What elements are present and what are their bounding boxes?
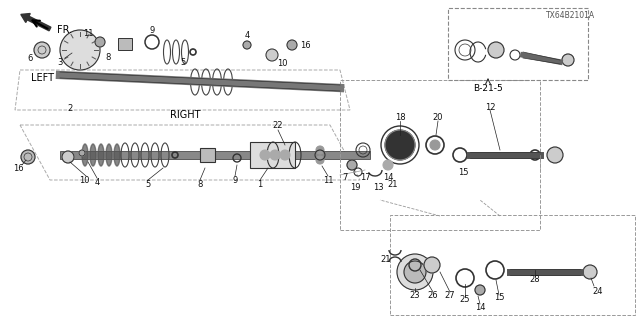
Text: 23: 23 (410, 291, 420, 300)
Circle shape (266, 49, 278, 61)
Bar (118, 38, 132, 50)
Text: 17: 17 (360, 172, 371, 181)
Text: 3: 3 (58, 58, 63, 67)
Text: 19: 19 (349, 182, 360, 191)
Bar (448, 8, 588, 80)
Text: 10: 10 (79, 175, 89, 185)
Text: 15: 15 (458, 167, 468, 177)
Text: 8: 8 (197, 180, 203, 188)
Text: 1: 1 (257, 180, 262, 188)
Circle shape (280, 150, 290, 160)
Text: 9: 9 (232, 175, 237, 185)
Bar (250, 142, 295, 168)
Circle shape (316, 156, 324, 164)
Text: 22: 22 (273, 121, 284, 130)
Circle shape (21, 150, 35, 164)
Circle shape (397, 254, 433, 290)
Circle shape (316, 146, 324, 154)
Circle shape (260, 150, 270, 160)
Text: 8: 8 (106, 52, 111, 61)
Circle shape (430, 140, 440, 150)
Text: 9: 9 (149, 26, 155, 35)
Text: 6: 6 (28, 53, 33, 62)
Text: 10: 10 (276, 59, 287, 68)
Circle shape (383, 160, 393, 170)
Text: 14: 14 (383, 172, 393, 181)
Text: RIGHT: RIGHT (170, 110, 200, 120)
Text: 11: 11 (323, 175, 333, 185)
Circle shape (475, 285, 485, 295)
Text: 18: 18 (395, 113, 405, 122)
Circle shape (95, 37, 105, 47)
Text: 5: 5 (180, 58, 186, 67)
Ellipse shape (385, 130, 415, 160)
Text: 12: 12 (484, 102, 495, 111)
Text: 14: 14 (475, 303, 485, 313)
Text: 21: 21 (388, 180, 398, 188)
Text: FR.: FR. (57, 25, 72, 35)
Circle shape (547, 147, 563, 163)
Circle shape (79, 150, 85, 156)
Text: LEFT: LEFT (31, 73, 54, 83)
Text: 15: 15 (493, 293, 504, 302)
Text: 7: 7 (342, 172, 348, 181)
Circle shape (287, 40, 297, 50)
Text: 2: 2 (67, 103, 72, 113)
Circle shape (404, 261, 426, 283)
Text: 11: 11 (83, 28, 93, 37)
Circle shape (488, 42, 504, 58)
Text: 16: 16 (13, 164, 23, 172)
Text: 25: 25 (460, 295, 470, 305)
Text: 20: 20 (433, 113, 444, 122)
Text: TX64B2101A: TX64B2101A (546, 11, 595, 20)
Ellipse shape (114, 144, 120, 166)
Text: 28: 28 (530, 276, 540, 284)
Circle shape (34, 42, 50, 58)
Text: 24: 24 (593, 287, 604, 297)
Text: 16: 16 (300, 41, 310, 50)
Circle shape (62, 151, 74, 163)
Text: 27: 27 (445, 291, 455, 300)
Text: 21: 21 (381, 255, 391, 265)
Circle shape (424, 257, 440, 273)
Text: 4: 4 (94, 178, 100, 187)
Circle shape (270, 150, 280, 160)
Text: 4: 4 (244, 30, 250, 39)
Bar (340, 80, 540, 230)
Text: 26: 26 (428, 291, 438, 300)
Text: 5: 5 (145, 180, 150, 188)
Circle shape (562, 54, 574, 66)
Text: B-21-5: B-21-5 (473, 84, 503, 92)
FancyArrow shape (21, 13, 51, 31)
Circle shape (347, 160, 357, 170)
Circle shape (243, 41, 251, 49)
Ellipse shape (82, 144, 88, 166)
Bar (390, 215, 635, 315)
Ellipse shape (98, 144, 104, 166)
Bar (200, 148, 215, 162)
Circle shape (60, 30, 100, 70)
Ellipse shape (90, 144, 96, 166)
FancyArrow shape (60, 151, 370, 159)
Circle shape (583, 265, 597, 279)
Text: 13: 13 (372, 182, 383, 191)
Ellipse shape (106, 144, 112, 166)
